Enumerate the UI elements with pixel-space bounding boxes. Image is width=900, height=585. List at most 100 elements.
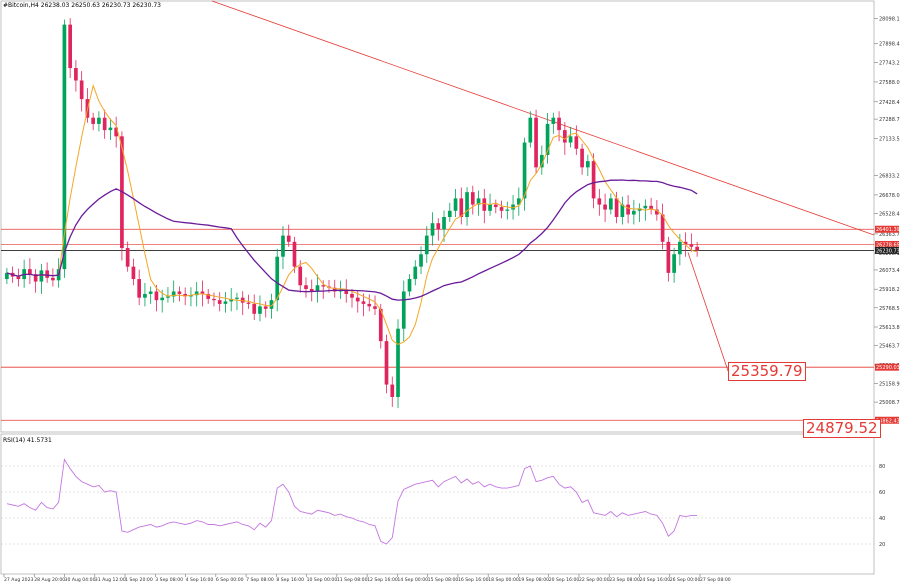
candle-bull xyxy=(143,293,147,298)
time-tick-label: 24 Sep 16:00 xyxy=(639,577,670,583)
candle-bull xyxy=(465,192,469,217)
time-axis: 27 Aug 2023 28 Aug 20:00 30 Aug 04:00 31 Au… xyxy=(3,574,731,583)
target-label-2[interactable]: 24879.52 xyxy=(803,419,881,438)
time-tick-label: 12 Sep 16:00 xyxy=(367,577,398,583)
time-tick-label: 10 Sep 00:00 xyxy=(307,577,338,583)
price-tick-label: 27898.45 xyxy=(879,41,900,47)
candle-bull xyxy=(223,301,228,304)
candle-bull xyxy=(194,291,199,296)
level-tag-label: 26230.73 xyxy=(876,248,900,254)
candle-bear xyxy=(74,68,78,81)
candle-bear xyxy=(499,207,504,211)
level-tag-box xyxy=(875,246,899,254)
rsi-line xyxy=(6,458,698,545)
candle-bear xyxy=(217,300,222,304)
price-tick-label: 25158.95 xyxy=(879,381,900,387)
candle-bear xyxy=(603,204,607,210)
candle-bull xyxy=(160,297,165,301)
price-tick-label: 25008.70 xyxy=(879,400,900,406)
candle-bear xyxy=(263,306,268,309)
time-tick-label: 22 Sep 00:00 xyxy=(579,577,610,583)
time-tick-label: 23 Sep 08:00 xyxy=(609,577,640,583)
candle-bull xyxy=(672,254,676,273)
candle-bear xyxy=(332,287,337,292)
time-tick-label: 26 Sep 00:00 xyxy=(670,577,701,583)
level-tag-box xyxy=(875,240,899,248)
time-tick-label: 15 Sep 08:00 xyxy=(428,577,459,583)
candle-bear xyxy=(125,248,130,267)
candle-bear xyxy=(355,297,360,302)
candle-bull xyxy=(447,210,452,217)
time-tick-label: 19 Sep 08:00 xyxy=(518,577,549,583)
candle-bull xyxy=(407,279,412,292)
price-tick-label: 26073.40 xyxy=(879,268,900,274)
target-label-1[interactable]: 25359.79 xyxy=(728,362,806,381)
moving-averages xyxy=(6,83,698,345)
candle-bull xyxy=(148,291,153,294)
candle-bear xyxy=(298,266,303,286)
rsi-tick-label: 20 xyxy=(879,542,885,548)
time-tick-label: 28 Aug 20:00 xyxy=(34,577,65,583)
candle-bear xyxy=(286,235,291,242)
candle-bear xyxy=(246,302,251,304)
candle-bull xyxy=(539,154,544,168)
candle-bear xyxy=(240,297,245,303)
candle-bear xyxy=(292,241,297,267)
candle-bear xyxy=(666,241,671,273)
candle-bull xyxy=(551,117,556,124)
candle-bear xyxy=(154,291,159,301)
time-tick-label: 1 Sep 20:00 xyxy=(125,577,153,583)
candle-bear xyxy=(373,306,377,309)
candle-bear xyxy=(68,24,72,69)
candle-bear xyxy=(137,279,142,298)
price-tick-label: 27288.75 xyxy=(879,117,900,123)
trendline[interactable] xyxy=(211,0,875,380)
candle-bull xyxy=(678,241,682,255)
price-tick-label: 27588.05 xyxy=(879,80,900,86)
candle-bull xyxy=(419,254,423,267)
descending-trendline xyxy=(211,0,875,236)
candle-bear xyxy=(378,308,383,342)
level-tag-label: 25290.03 xyxy=(876,365,900,371)
candle-bull xyxy=(315,285,320,292)
candle-bull xyxy=(229,298,234,302)
candle-bear xyxy=(309,288,314,292)
candle-bear xyxy=(183,293,188,297)
level-tag-label: 26401.39 xyxy=(876,227,900,233)
candle-bear xyxy=(200,291,205,294)
candle-bear xyxy=(33,274,38,282)
candle-bull xyxy=(396,328,400,397)
candle-bull xyxy=(166,296,170,298)
time-tick-label: 7 Sep 08:00 xyxy=(246,577,274,583)
candle-bull xyxy=(275,256,280,301)
candle-bear xyxy=(493,204,498,208)
time-tick-label: 6 Sep 00:00 xyxy=(216,577,244,583)
price-axis: 28098.10 27898.45 27743.25 27588.05 27428.40… xyxy=(874,17,900,425)
candle-bull xyxy=(258,306,262,314)
candle-bear xyxy=(683,241,688,245)
time-tick-label: 14 Sep 00:00 xyxy=(397,577,428,583)
candle-bull xyxy=(545,123,550,155)
candle-bull xyxy=(413,266,418,280)
candle-bear xyxy=(102,117,107,131)
candle-bear xyxy=(177,291,182,294)
candle-bear xyxy=(16,276,21,280)
time-tick-label: 31 Aug 12:00 xyxy=(95,577,126,583)
candle-bear xyxy=(79,80,84,100)
price-tick-label: 25768.55 xyxy=(879,306,900,312)
candle-bear xyxy=(660,214,665,242)
level-tag-label: 26278.65 xyxy=(876,242,900,248)
candle-bull xyxy=(189,295,193,297)
candle-bull xyxy=(97,117,101,124)
candle-bear xyxy=(655,209,659,215)
level-tag-box xyxy=(875,363,899,371)
candle-bull xyxy=(516,198,521,205)
level-tag-label: 24862.43 xyxy=(876,418,900,424)
candle-bear xyxy=(597,198,602,205)
candle-bull xyxy=(269,300,274,309)
candle-bear xyxy=(350,293,354,298)
price-tick-label: 26363.75 xyxy=(879,232,900,238)
price-tick-label: 26528.40 xyxy=(879,211,900,217)
price-tick-label: 25918.20 xyxy=(879,287,900,293)
